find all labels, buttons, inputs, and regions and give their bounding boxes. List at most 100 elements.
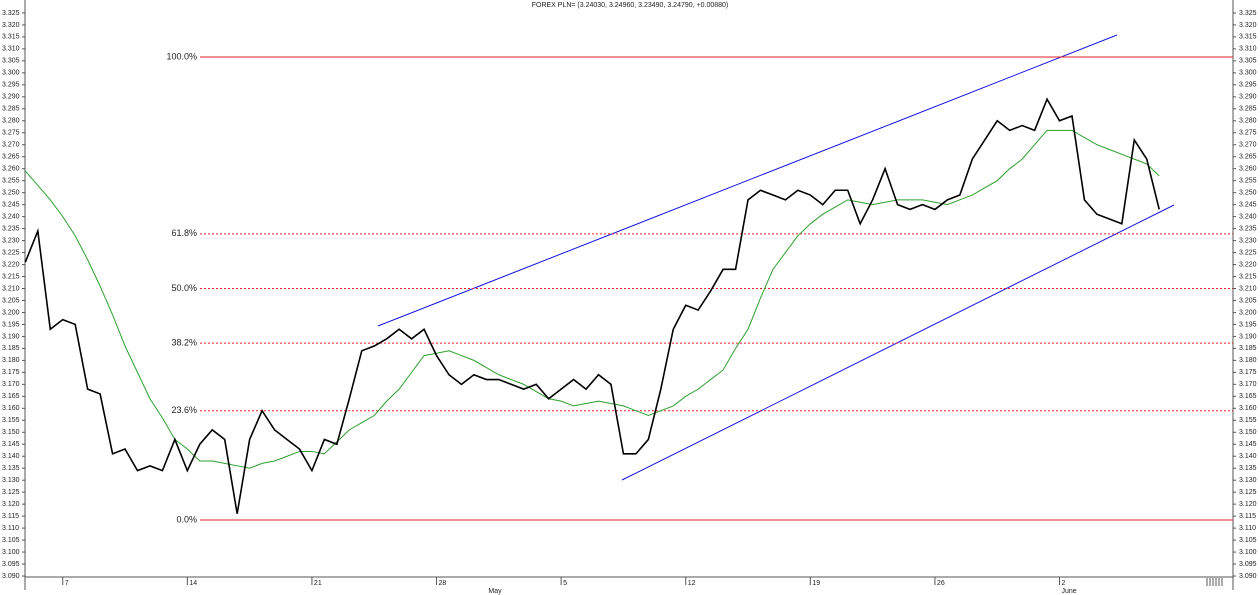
y-tick-label: 3.240 [2,213,20,220]
y-tick-label: 3.165 [2,393,20,400]
y-tick-label: 3.280 [2,118,20,125]
y-tick-label: 3.170 [2,381,20,388]
y-tick-label: 3.285 [2,106,20,113]
y-tick-label: 3.240 [1239,213,1257,220]
month-label: June [1062,588,1077,595]
y-tick-label: 3.260 [2,166,20,173]
y-tick-label: 3.280 [1239,118,1257,125]
channel-lower [621,204,1175,481]
fib-label: 50.0% [171,283,197,293]
y-tick-label: 3.315 [2,34,20,41]
y-tick-label: 3.180 [2,357,20,364]
y-tick-label: 3.205 [1239,297,1257,304]
y-tick-label: 3.115 [2,513,19,520]
y-tick-label: 3.090 [1239,573,1257,580]
y-tick-label: 3.200 [2,309,20,316]
y-tick-label: 3.130 [2,477,20,484]
y-tick-label: 3.245 [1239,201,1257,208]
y-tick-label: 3.230 [2,237,20,244]
fib-label: 0.0% [176,514,197,524]
y-tick-label: 3.255 [2,178,20,185]
y-tick-label: 3.295 [2,82,20,89]
y-tick-label: 3.195 [1239,321,1257,328]
y-tick-label: 3.230 [1239,237,1257,244]
y-tick-label: 3.265 [1239,154,1257,161]
y-tick-label: 3.310 [1239,46,1257,53]
y-tick-label: 3.205 [2,297,20,304]
y-tick-label: 3.185 [2,345,20,352]
fib-label: 23.6% [171,405,197,415]
y-tick-label: 3.315 [1239,34,1257,41]
y-tick-label: 3.290 [2,94,20,101]
y-tick-label: 3.175 [1239,369,1257,376]
y-tick-label: 3.210 [1239,285,1257,292]
y-tick-label: 3.140 [1239,453,1257,460]
y-tick-label: 3.270 [2,142,20,149]
y-tick-label: 3.285 [1239,106,1257,113]
y-tick-label: 3.250 [2,189,20,196]
scroll-marker [1206,578,1223,586]
y-tick-label: 3.235 [1239,225,1257,232]
x-tick-label: 12 [688,580,696,587]
y-tick-label: 3.145 [2,441,20,448]
y-tick-label: 3.225 [1239,249,1257,256]
y-tick-label: 3.115 [1239,513,1256,520]
fib-label: 100.0% [166,51,197,61]
y-tick-label: 3.125 [1239,489,1257,496]
x-tick-label: 26 [937,580,945,587]
y-tick-label: 3.095 [1239,561,1257,568]
y-tick-label: 3.110 [1239,525,1256,532]
y-tick-label: 3.160 [1239,405,1257,412]
y-tick-label: 3.175 [2,369,20,376]
month-label: May [488,588,502,595]
y-tick-label: 3.105 [2,537,20,544]
y-tick-label: 3.100 [2,549,20,556]
y-tick-label: 3.265 [2,154,20,161]
y-tick-label: 3.210 [2,285,20,292]
y-tick-label: 3.275 [1239,130,1257,137]
y-tick-label: 3.260 [1239,166,1257,173]
channel-upper [377,34,1118,327]
price-line [24,129,1160,469]
y-tick-label: 3.190 [2,333,20,340]
x-tick-label: 7 [65,580,69,587]
y-tick-label: 3.255 [1239,178,1257,185]
y-tick-label: 3.120 [2,501,20,508]
y-tick-label: 3.305 [2,58,20,65]
y-tick-label: 3.320 [1239,22,1257,29]
y-tick-label: 3.145 [1239,441,1257,448]
y-tick-label: 3.310 [2,46,20,53]
y-tick-label: 3.130 [1239,477,1257,484]
y-tick-label: 3.290 [1239,94,1257,101]
y-tick-label: 3.180 [1239,357,1257,364]
y-tick-label: 3.100 [1239,549,1257,556]
x-tick-label: 5 [563,580,567,587]
x-tick-label: 28 [439,580,447,587]
chart-title: FOREX PLN= (3.24030, 3.24960, 3.23490, 3… [532,2,729,9]
y-tick-label: 3.150 [2,429,20,436]
y-tick-label: 3.215 [1239,273,1257,280]
price-line [24,97,1160,514]
y-tick-label: 3.300 [2,70,20,77]
y-tick-label: 3.120 [1239,501,1257,508]
y-tick-label: 3.305 [1239,58,1257,65]
y-tick-label: 3.325 [1239,10,1257,17]
x-tick-label: 14 [189,580,197,587]
y-tick-label: 3.220 [1239,261,1257,268]
y-tick-label: 3.150 [1239,429,1257,436]
x-tick-label: 21 [314,580,322,587]
y-tick-label: 3.275 [2,130,20,137]
x-tick-label: 2 [1062,580,1066,587]
y-tick-label: 3.295 [1239,82,1257,89]
y-tick-label: 3.190 [1239,333,1257,340]
y-tick-label: 3.195 [2,321,20,328]
y-tick-label: 3.200 [1239,309,1257,316]
y-tick-label: 3.235 [2,225,20,232]
y-tick-label: 3.110 [2,525,19,532]
y-tick-label: 3.270 [1239,142,1257,149]
y-tick-label: 3.245 [2,201,20,208]
y-tick-label: 3.215 [2,273,20,280]
y-tick-label: 3.125 [2,489,20,496]
